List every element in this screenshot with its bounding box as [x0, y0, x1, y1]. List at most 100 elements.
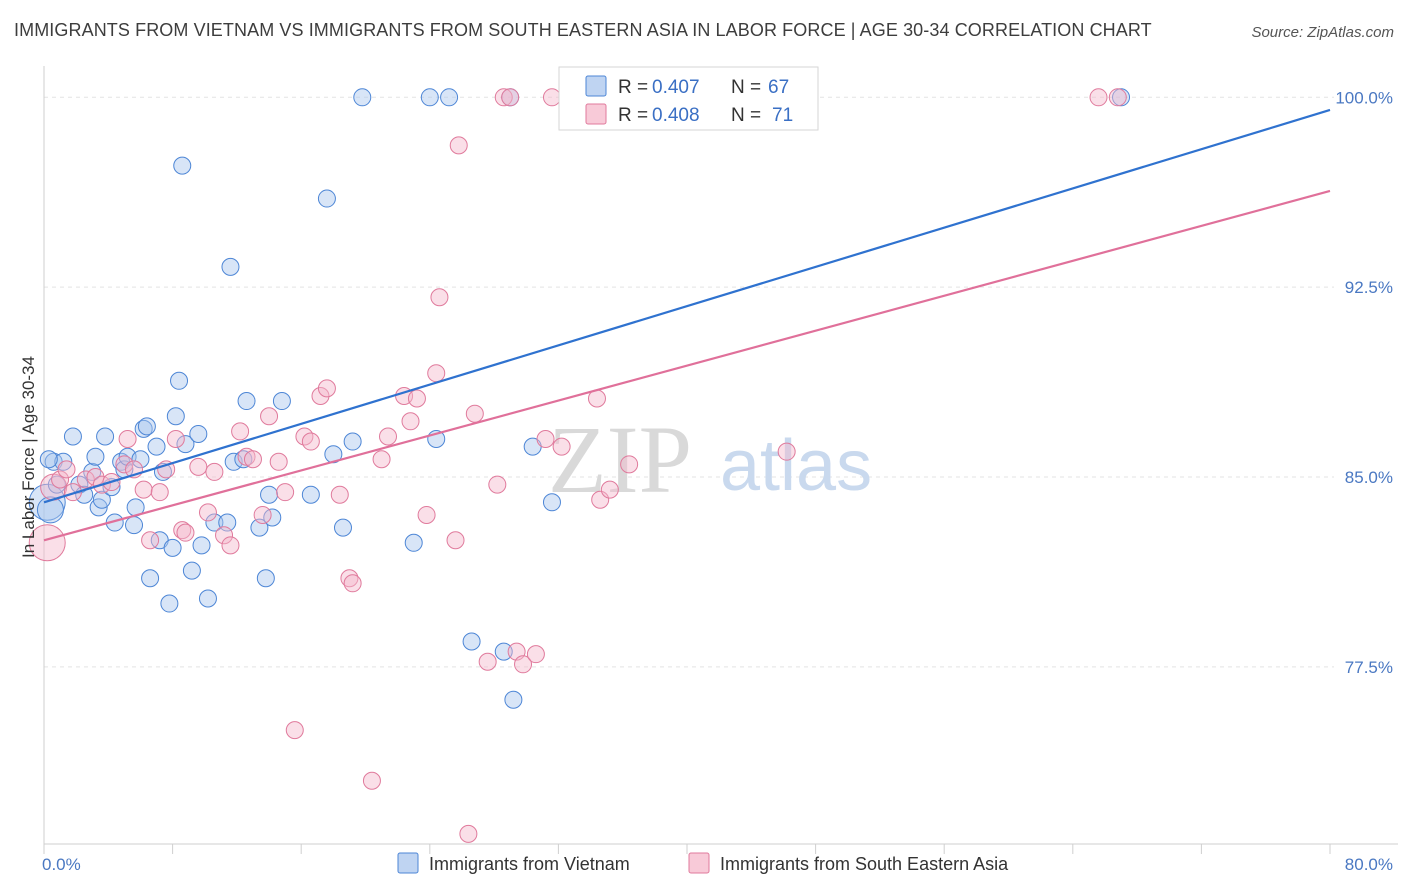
- point-sea-30: [285, 721, 304, 740]
- point-sea-0: [28, 524, 66, 562]
- point-sea-22: [221, 536, 240, 555]
- legend-n-label-vietnam: N =: [731, 77, 766, 98]
- point-sea-40: [379, 427, 398, 446]
- point-sea-9: [118, 430, 137, 449]
- point-vietnam-9: [86, 447, 105, 466]
- y-tick-labels: 77.5% 85.0% 92.5% 100.0%: [1335, 88, 1393, 677]
- y-tick-label-3: 100.0%: [1335, 88, 1393, 107]
- point-sea-42: [401, 412, 420, 431]
- correlation-legend: R = 0.407 N = 67 R = 0.408 N = 71: [558, 66, 819, 131]
- point-sea-44: [417, 505, 436, 524]
- point-vietnam-30: [170, 371, 189, 390]
- point-sea-13: [150, 483, 169, 502]
- point-vietnam-22: [137, 417, 156, 436]
- point-vietnam-23: [141, 569, 160, 588]
- data-points: [28, 88, 1131, 843]
- x-tick-label-1: 80.0%: [1345, 855, 1393, 874]
- point-sea-8: [115, 455, 134, 474]
- point-vietnam-66: [39, 450, 58, 469]
- point-vietnam-5: [63, 427, 82, 446]
- point-sea-52: [488, 475, 507, 494]
- point-sea-2: [51, 470, 70, 489]
- point-vietnam-42: [237, 392, 256, 411]
- series-swatch-sea: [688, 852, 710, 874]
- gridlines: [44, 96, 1334, 668]
- y-tick-label-2: 92.5%: [1345, 278, 1393, 297]
- point-sea-14: [157, 460, 176, 479]
- point-vietnam-49: [317, 189, 336, 208]
- point-sea-49: [459, 824, 478, 843]
- point-sea-51: [478, 652, 497, 671]
- watermark-zip: ZIP: [548, 406, 692, 513]
- point-sea-43: [407, 389, 426, 408]
- point-vietnam-39: [221, 257, 240, 276]
- point-vietnam-7: [83, 462, 102, 481]
- point-vietnam-34: [189, 424, 208, 443]
- point-vietnam-58: [462, 632, 481, 651]
- point-sea-16: [173, 521, 192, 540]
- point-vietnam-29: [166, 407, 185, 426]
- legend-r-value-sea: 0.408: [652, 105, 700, 126]
- point-sea-37: [343, 574, 362, 593]
- point-sea-70: [57, 460, 76, 479]
- point-vietnam-54: [404, 533, 423, 552]
- point-vietnam-3: [47, 475, 66, 494]
- point-vietnam-57: [440, 88, 459, 107]
- point-sea-47: [446, 531, 465, 550]
- point-sea-33: [311, 386, 330, 405]
- point-sea-58: [536, 430, 555, 449]
- source-label: Source: ZipAtlas.com: [1251, 24, 1394, 41]
- point-sea-21: [215, 526, 234, 545]
- point-vietnam-24: [147, 437, 166, 456]
- x-tick-label-0: 0.0%: [42, 855, 81, 874]
- point-sea-28: [269, 452, 288, 471]
- point-sea-69: [1108, 88, 1127, 107]
- point-sea-19: [198, 503, 217, 522]
- y-tick-label-0: 77.5%: [1345, 658, 1393, 677]
- series-legend: Immigrants from Vietnam Immigrants from …: [397, 852, 1009, 874]
- point-vietnam-53: [353, 88, 372, 107]
- point-sea-23: [231, 422, 250, 441]
- point-vietnam-51: [333, 518, 352, 537]
- point-sea-50: [465, 404, 484, 423]
- point-sea-45: [427, 364, 446, 383]
- point-vietnam-27: [160, 594, 179, 613]
- point-sea-53: [494, 88, 513, 107]
- point-vietnam-52: [343, 432, 362, 451]
- point-sea-15: [166, 430, 185, 449]
- series-label-vietnam: Immigrants from Vietnam: [429, 854, 630, 874]
- point-vietnam-18: [125, 516, 144, 535]
- point-sea-60: [552, 437, 571, 456]
- point-vietnam-45: [260, 485, 279, 504]
- point-sea-32: [301, 432, 320, 451]
- point-sea-36: [340, 569, 359, 588]
- point-sea-63: [600, 480, 619, 499]
- point-vietnam-33: [182, 561, 201, 580]
- point-sea-46: [430, 288, 449, 307]
- point-vietnam-20: [131, 450, 150, 469]
- point-sea-3: [63, 483, 82, 502]
- point-vietnam-48: [301, 485, 320, 504]
- point-vietnam-21: [134, 419, 153, 438]
- point-vietnam-11: [92, 490, 111, 509]
- point-sea-35: [330, 485, 349, 504]
- trend-lines: [43, 108, 1331, 542]
- point-sea-64: [620, 455, 639, 474]
- point-vietnam-28: [163, 538, 182, 557]
- trend-line-vietnam: [43, 108, 1331, 504]
- point-vietnam-36: [198, 589, 217, 608]
- point-sea-11: [134, 480, 153, 499]
- point-sea-25: [243, 450, 262, 469]
- point-vietnam-44: [256, 569, 275, 588]
- point-sea-62: [591, 490, 610, 509]
- point-sea-18: [189, 457, 208, 476]
- point-vietnam-31: [173, 156, 192, 175]
- point-sea-20: [205, 462, 224, 481]
- y-tick-label-1: 85.0%: [1345, 468, 1393, 487]
- point-vietnam-41: [234, 450, 253, 469]
- point-vietnam-32: [176, 435, 195, 454]
- legend-n-value-sea: 71: [772, 105, 793, 126]
- x-tick-labels: 0.0% 80.0%: [42, 855, 1393, 874]
- point-vietnam-61: [504, 690, 523, 709]
